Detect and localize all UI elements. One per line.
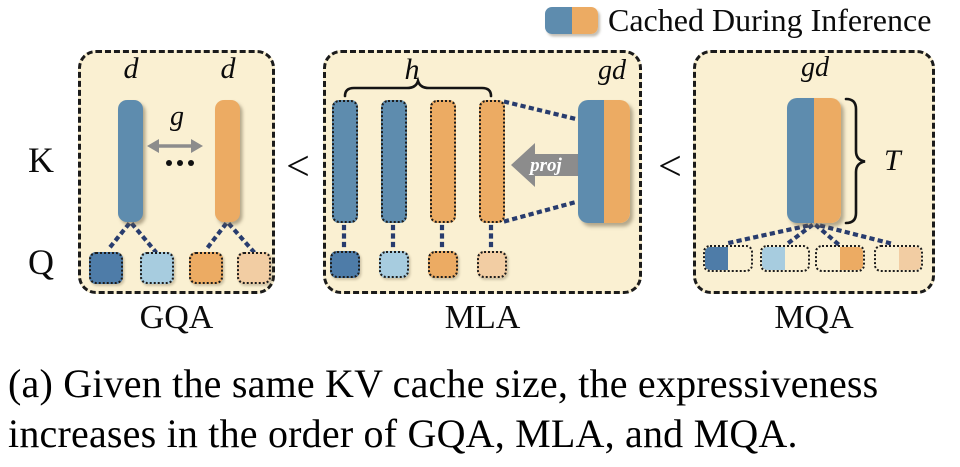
mqa-query-box-1 [703,245,753,272]
mla-connector-lines [341,224,494,252]
gqa-title: GQA [139,299,214,336]
mla-head-bar-4 [479,100,505,223]
query-colored-half [705,247,728,270]
gqa-query-square-1 [89,252,123,284]
mqa-query-box-3 [815,245,865,272]
seq-len-brace [844,97,866,225]
query-colored-half [840,247,863,270]
query-empty-half [817,247,840,270]
mla-query-square-1 [330,251,360,278]
query-colored-half [898,247,921,270]
mla-head-bar-2 [381,100,407,223]
gqa-ellipsis-dots [166,160,194,166]
mla-query-square-2 [379,251,409,278]
mqa-title: MQA [774,299,854,336]
mla-query-square-4 [477,251,507,278]
gqa-key-bar-blue [118,100,143,222]
heads-brace [343,76,493,98]
mla-projection-fan-lines [503,99,579,224]
k-row-label: K [28,140,54,180]
gqa-dim-label-left: d [123,52,139,85]
proj-arrow-label: proj [530,155,562,176]
mla-latent-cache-bar [578,100,630,223]
query-colored-half [762,247,785,270]
mqa-cache-dim-label: gd [801,52,829,83]
gqa-dim-label-right: d [220,52,236,85]
mqa-bar-orange-half [814,98,841,223]
cached-kv-swatch-icon [545,7,598,34]
gqa-key-bar-orange [215,100,240,222]
mqa-connector-lines [721,223,896,247]
mla-heads-label: h [404,53,420,86]
mqa-kv-cache-bar [787,98,841,223]
query-empty-half [876,247,899,270]
legend-label: Cached During Inference [608,2,932,38]
mqa-seq-len-label: T [884,144,901,177]
mqa-bar-blue-half [787,98,814,223]
group-double-arrow-icon [147,139,203,153]
gqa-connector-lines [104,222,256,254]
q-row-label: Q [28,242,54,282]
mla-title: MLA [444,299,521,336]
connector-overlay [104,76,896,254]
mqa-query-box-4 [874,245,923,272]
swatch-blue-half [545,7,572,34]
less-than-gqa-mla: < [286,144,310,190]
mla-cache-dim-label: gd [598,55,626,86]
gqa-query-square-3 [189,252,223,284]
gqa-group-label: g [170,101,184,132]
latent-bar-orange-half [604,100,630,223]
proj-arrow-icon [511,143,578,187]
mla-query-square-3 [428,251,458,278]
mla-head-bar-1 [332,100,358,223]
mla-head-bar-3 [430,100,456,223]
query-empty-half [785,247,808,270]
mqa-query-box-2 [760,245,810,272]
less-than-mla-mqa: < [658,144,682,190]
caption-line-1: (a) Given the same KV cache size, the ex… [8,361,879,406]
caption-line-2: increases in the order of GQA, MLA, and … [8,411,798,456]
swatch-orange-half [571,7,598,34]
query-empty-half [728,247,751,270]
gqa-query-square-2 [140,252,174,284]
latent-bar-blue-half [578,100,604,223]
gqa-query-square-4 [237,252,271,284]
